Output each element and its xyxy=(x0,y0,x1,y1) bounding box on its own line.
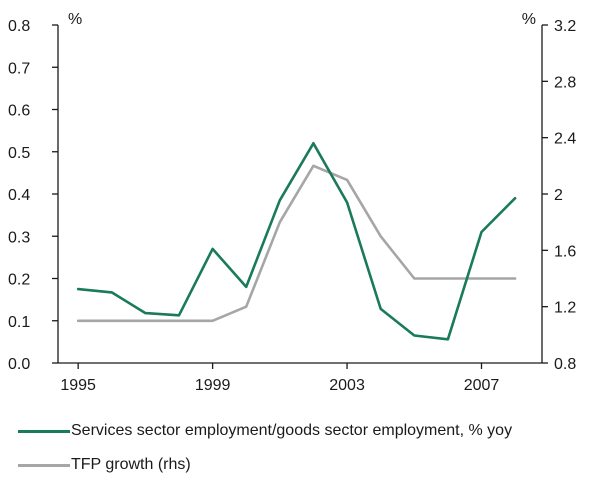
y-right-unit-label: % xyxy=(522,11,536,28)
axis-ticks: 0.0 0.1 0.2 0.3 0.4 0.5 0.6 0.7 0.8 0.8 1.2 1.6 2 2.4… xyxy=(8,18,576,394)
x-tick-label-0: 1995 xyxy=(60,377,96,394)
y-right-tick-label-6: 3.2 xyxy=(554,18,576,35)
series-line-tfp xyxy=(76,164,517,323)
y-left-tick-label-6: 0.6 xyxy=(8,103,30,120)
y-left-tick-label-2: 0.2 xyxy=(8,272,30,289)
chart: % % 0.0 0.1 0.2 0.3 0.4 0.5 0.6 0.7 0.8 0.8 1.2 1.6… xyxy=(8,11,576,394)
y-left-tick-label-5: 0.5 xyxy=(8,145,30,162)
legend-item-services: Services sector employment/goods sector … xyxy=(18,418,593,452)
x-tick-label-1: 1999 xyxy=(195,377,231,394)
y-left-unit-label: % xyxy=(68,11,82,28)
legend-swatch-tfp xyxy=(18,464,70,467)
legend-item-tfp: TFP growth (rhs) xyxy=(18,452,593,486)
y-right-tick-label-3: 2 xyxy=(554,187,563,204)
y-right-tick-label-5: 2.8 xyxy=(554,74,576,91)
y-left-tick-label-4: 0.4 xyxy=(8,187,30,204)
y-right-tick-label-2: 1.6 xyxy=(554,243,576,260)
y-left-tick-label-3: 0.3 xyxy=(8,229,30,246)
x-tick-label-3: 2007 xyxy=(464,377,500,394)
y-right-tick-label-1: 1.2 xyxy=(554,300,576,317)
y-left-tick-label-0: 0.0 xyxy=(8,356,30,373)
y-right-tick-label-0: 0.8 xyxy=(554,356,576,373)
y-left-tick-label-8: 0.8 xyxy=(8,18,30,35)
y-left-tick-label-7: 0.7 xyxy=(8,60,30,77)
series-line-services xyxy=(76,142,517,341)
y-left-tick-label-1: 0.1 xyxy=(8,314,30,331)
series-layer xyxy=(76,142,517,341)
legend-label-services: Services sector employment/goods sector … xyxy=(71,422,513,439)
x-tick-label-2: 2003 xyxy=(329,377,365,394)
legend-label-tfp: TFP growth (rhs) xyxy=(71,456,191,473)
y-right-tick-label-4: 2.4 xyxy=(554,131,576,148)
legend: Services sector employment/goods sector … xyxy=(18,418,593,486)
legend-swatch-services xyxy=(18,430,70,433)
